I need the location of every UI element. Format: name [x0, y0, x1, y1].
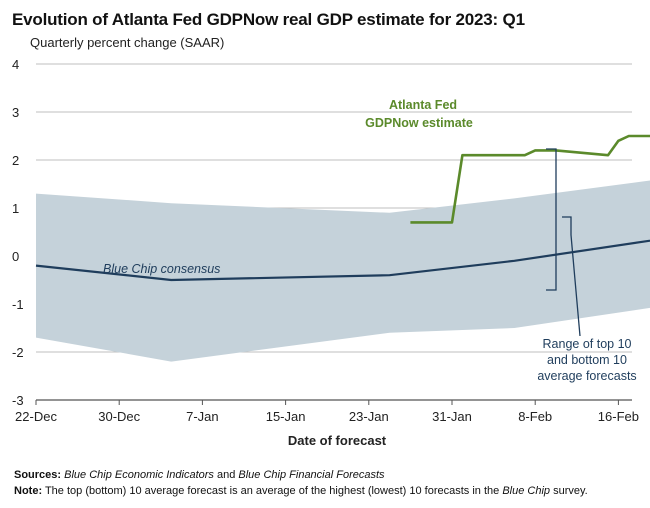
gdpnow-line [410, 134, 650, 224]
range-band-area [36, 180, 650, 362]
blue-chip-point [34, 264, 38, 268]
y-tick-label: 4 [12, 57, 19, 72]
gdpnow-label-line2: GDPNow estimate [365, 116, 473, 130]
footer-sources: Sources: Blue Chip Economic Indicators a… [14, 469, 385, 481]
gdpnow-point [450, 220, 454, 224]
y-tick-label: -1 [12, 297, 24, 312]
x-tick-label: 15-Jan [266, 409, 306, 424]
x-tick-label: 16-Feb [598, 409, 639, 424]
range-bracket [546, 148, 557, 291]
y-tick-label: 0 [12, 249, 19, 264]
gdpnow-point [460, 153, 464, 157]
chart-title: Evolution of Atlanta Fed GDPNow real GDP… [12, 10, 525, 29]
y-tick-label: -2 [12, 345, 24, 360]
gdpnow-point [606, 153, 610, 157]
note-label: Note: [14, 485, 43, 497]
x-tick-label: 31-Jan [432, 409, 472, 424]
sources-part-3: Blue Chip Financial Forecasts [238, 469, 385, 481]
consensus-bracket [562, 216, 572, 235]
y-tick-label: 1 [12, 201, 19, 216]
gdpnow-point [408, 220, 412, 224]
y-tick-label: 2 [12, 153, 19, 168]
note-part-3: survey. [550, 485, 588, 497]
gdpnow-point [523, 153, 527, 157]
gdpnow-label-line1: Atlanta Fed [389, 98, 457, 112]
y-tick-label: 3 [12, 105, 19, 120]
range-label-line1: Range of top 10 [543, 337, 632, 351]
sources-part-2: and [213, 469, 239, 481]
gdpnow-point [533, 148, 537, 152]
x-axis-title: Date of forecast [288, 433, 387, 448]
sources-part-1: Blue Chip Economic Indicators [64, 469, 214, 481]
range-label-connector [570, 234, 581, 337]
gdpnow-point [616, 139, 620, 143]
x-tick-label: 30-Dec [98, 409, 140, 424]
blue-chip-label: Blue Chip consensus [103, 262, 220, 276]
y-axis-ticks: 4 3 2 1 0 -1 -2 -3 [12, 57, 24, 408]
x-tick-label: 7-Jan [186, 409, 219, 424]
gdpnow-point [627, 134, 631, 138]
x-tick-label: 23-Jan [349, 409, 389, 424]
chart-subtitle: Quarterly percent change (SAAR) [30, 35, 225, 50]
x-tick-label: 22-Dec [15, 409, 57, 424]
range-label-line3: average forecasts [537, 369, 636, 383]
range-label-line2: and bottom 10 [547, 353, 627, 367]
note-part-1: The top (bottom) 10 average forecast is … [42, 485, 503, 497]
x-axis-ticks: 22-Dec 30-Dec 7-Jan 15-Jan 23-Jan 31-Jan 8-Feb… [15, 400, 639, 424]
gdpnow-point [481, 153, 485, 157]
sources-label: Sources: [14, 469, 62, 481]
note-part-2: Blue Chip [502, 485, 551, 497]
y-tick-label: -3 [12, 393, 24, 408]
blue-chip-line [35, 239, 650, 282]
footer-note: Note: The top (bottom) 10 average foreca… [14, 485, 588, 497]
x-tick-label: 8-Feb [518, 409, 552, 424]
blue-chip-point [512, 259, 516, 263]
blue-chip-point [388, 273, 392, 277]
blue-chip-point [169, 278, 173, 282]
